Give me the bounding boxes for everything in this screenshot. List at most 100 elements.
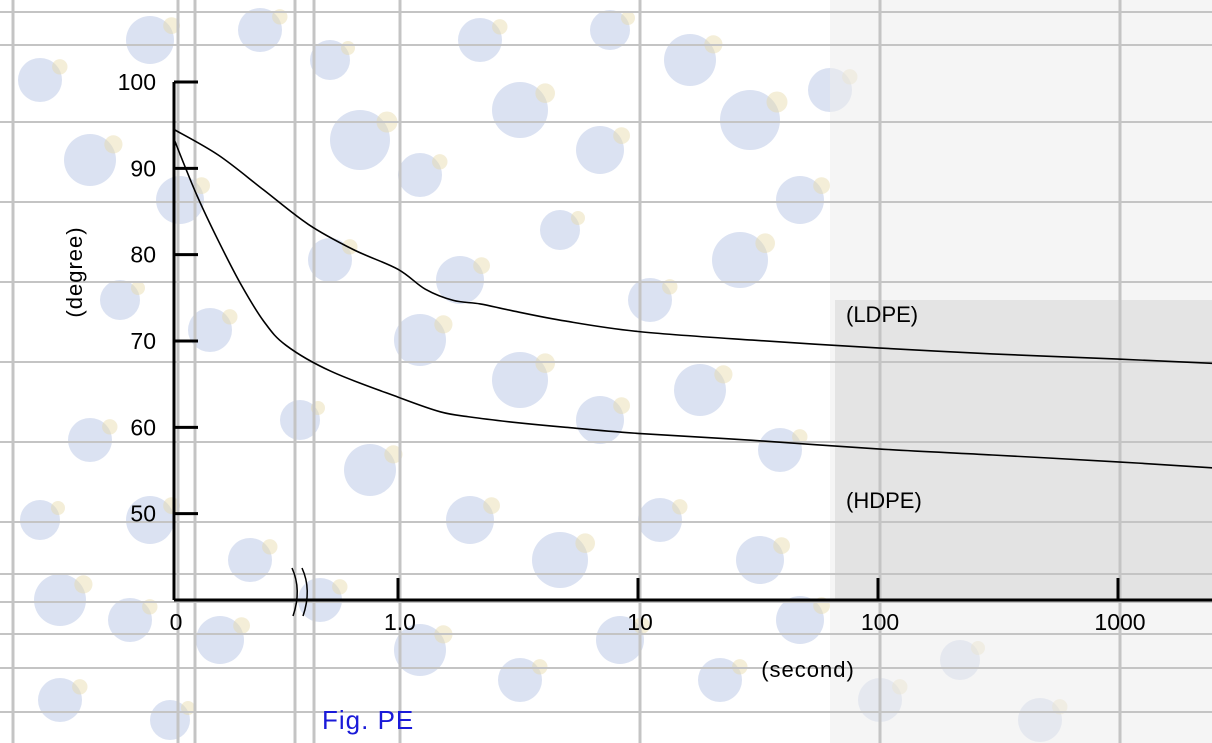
chart-labels: (degree) (second) (LDPE) (HDPE) Fig. PE (62, 226, 922, 735)
series-line-hdpe (173, 138, 1212, 469)
backdrop-bubble-small (74, 575, 93, 594)
backdrop-bubble-small (483, 497, 500, 514)
x-tick-label: 100 (861, 609, 899, 635)
backdrop-bubble (196, 616, 244, 664)
backdrop-bubble (156, 176, 204, 224)
axis-break-icon (291, 567, 308, 617)
backdrop-bubble-small (621, 11, 635, 25)
backdrop-bubble (188, 308, 232, 352)
backdrop-bubble (344, 444, 396, 496)
x-tick-label: 1000 (1094, 609, 1145, 635)
backdrop-bubble-small (341, 41, 355, 55)
chart-curves (173, 128, 1212, 469)
backdrop-bubble-small (613, 127, 630, 144)
backdrop-bubble (712, 232, 768, 288)
backdrop-bubble-small (773, 537, 790, 554)
y-tick-label: 90 (130, 155, 156, 181)
y-tick-label: 80 (130, 242, 156, 268)
backdrop-bubble (126, 16, 174, 64)
backdrop-bubble-small (332, 579, 348, 595)
backdrop-bubble (108, 598, 152, 642)
backdrop-bubble (280, 400, 320, 440)
backdrop-bubble-small (473, 257, 490, 274)
backdrop-bubble-small (575, 533, 595, 553)
backdrop-bubble-small (535, 353, 555, 374)
backdrop-bubble-small (193, 177, 211, 195)
backdrop-bubble (492, 352, 548, 408)
backdrop-bubble (596, 616, 644, 664)
backdrop-bubble-small (532, 659, 548, 675)
series-line-ldpe (173, 128, 1212, 365)
x-axis-title: (second) (761, 657, 855, 682)
backdrop-bubble (776, 596, 824, 644)
backdrop-bubble-small (732, 659, 748, 675)
backdrop-bubble-small (222, 309, 238, 325)
backdrop-bubble-small (262, 539, 278, 555)
backdrop-bubble-small (633, 617, 650, 634)
backdrop-bubble (664, 34, 716, 86)
backdrop-bubble (394, 314, 446, 366)
backdrop-bubble (64, 134, 116, 186)
backdrop-bubble (540, 210, 580, 250)
backdrop-bubble-small (792, 429, 808, 445)
backdrop-bubble-small (535, 83, 555, 103)
backdrop-bubble (150, 700, 190, 740)
backdrop-bubble (34, 574, 86, 626)
backdrop-bubble (576, 126, 624, 174)
series-label-hdpe: (HDPE) (846, 488, 922, 513)
backdrop-bubble (394, 624, 446, 676)
backdrop-bubble (720, 90, 780, 150)
backdrop-bubble (330, 110, 390, 170)
backdrop-bubble (590, 10, 630, 50)
y-tick-label: 60 (130, 414, 156, 440)
backdrop-bubble (458, 18, 502, 62)
y-axis-title: (degree) (62, 226, 87, 317)
backdrop-bubble-small (755, 233, 775, 253)
x-tick-label: 1.0 (384, 609, 416, 635)
backdrop-bubble (674, 364, 726, 416)
backdrop-bubble-small (52, 59, 68, 75)
backdrop-bubble (310, 40, 350, 80)
x-tick-label: 10 (627, 609, 653, 635)
molecule-backdrop (18, 8, 1068, 742)
backdrop-bubble (758, 428, 802, 472)
backdrop-bubble-small (714, 365, 733, 384)
backdrop-bubble-small (233, 617, 251, 634)
y-tick-label: 70 (130, 328, 156, 354)
backdrop-bubble-small (571, 211, 585, 225)
backdrop-bubble (436, 256, 484, 304)
backdrop-bubble-small (434, 315, 453, 334)
y-tick-label: 50 (130, 501, 156, 527)
series-label-ldpe: (LDPE) (846, 302, 918, 327)
backdrop-bubble-small (104, 135, 123, 154)
backdrop-bubble (446, 496, 494, 544)
backdrop-bubble-small (163, 497, 181, 514)
backdrop-bubble (308, 238, 352, 282)
backdrop-bubble-small (102, 419, 118, 435)
backdrop-bubble (18, 58, 62, 102)
backdrop-bubble-small (613, 397, 630, 414)
backdrop-bubble-small (492, 19, 508, 35)
backdrop-bubble (228, 538, 272, 582)
backdrop-bubble (638, 498, 682, 542)
backdrop-bubble (736, 536, 784, 584)
backdrop-bubble (398, 153, 442, 197)
backdrop-bubble-small (51, 501, 65, 515)
backdrop-bubble-small (342, 239, 358, 255)
backdrop-bubble-small (72, 679, 88, 695)
backdrop-bubble-small (432, 154, 448, 170)
backdrop-bubble-small (384, 445, 403, 464)
backdrop-bubble (492, 82, 548, 138)
backdrop-bubble (68, 418, 112, 462)
backdrop-bubble (126, 496, 174, 544)
backdrop-bubble-small (163, 17, 181, 34)
x-tick-label: 0 (170, 609, 183, 635)
backdrop-bubble (20, 500, 60, 540)
backdrop-bubble-small (813, 177, 830, 195)
backdrop-bubble-small (766, 91, 788, 113)
y-tick-label: 100 (118, 69, 156, 95)
